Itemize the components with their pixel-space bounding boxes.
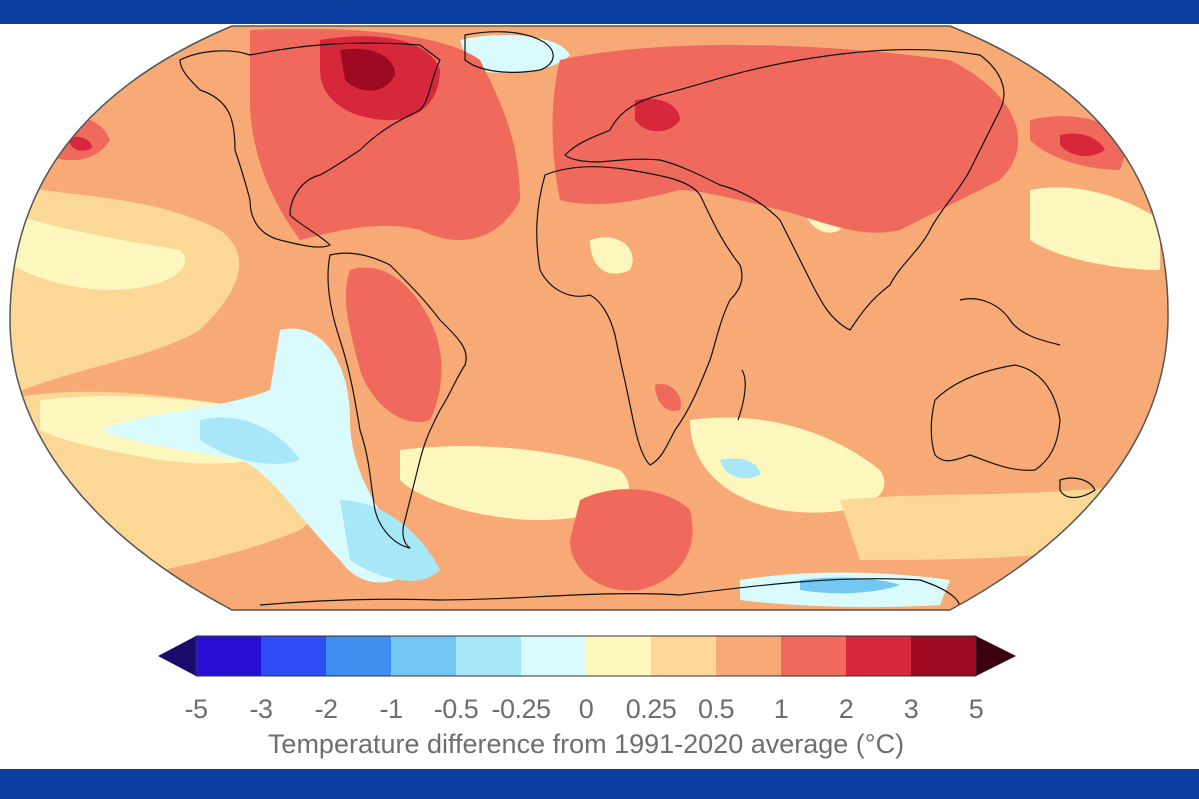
eurasia-coastline	[564, 48, 1005, 331]
south-atlantic-warm-zone	[570, 489, 693, 591]
colorbar-bin	[196, 636, 262, 676]
north-america-warm-zone	[250, 28, 520, 241]
colorbar-bin	[521, 636, 587, 676]
colorbar-bin	[911, 636, 977, 676]
colorbar-over-arrow	[976, 636, 1016, 676]
top-frame-band	[0, 0, 1199, 24]
antarctica-coastline	[259, 578, 961, 609]
colorbar-bin	[846, 636, 912, 676]
colorbar-bins	[196, 636, 977, 676]
drake-passage-blue-zone	[340, 500, 440, 581]
colorbar-tick-label: -0.5	[433, 694, 479, 724]
colorbar-tick-label: -1	[379, 694, 403, 724]
pacific-yellow-zone	[10, 210, 186, 290]
coastlines	[179, 31, 1096, 609]
antarctic-blue-zone	[800, 577, 900, 594]
colorbar-tick-label: 0.25	[625, 694, 677, 724]
southern-africa-warm-spot	[655, 384, 681, 411]
colorbar-tick-label: 2	[838, 694, 854, 724]
eastern-europe-hot-zone	[635, 98, 680, 132]
colorbar-tick-label: -0.25	[491, 694, 551, 724]
sahara-yellow-zone	[590, 237, 633, 274]
eurasia-warm-zone	[552, 45, 1019, 233]
new-zealand-coastline	[1059, 477, 1096, 499]
colorbar-title: Temperature difference from 1991-2020 av…	[267, 729, 905, 759]
australia-coastline	[930, 364, 1061, 471]
colorbar-bin	[261, 636, 327, 676]
north-pacific-hot-spot	[68, 136, 92, 151]
south-america-warm-zone	[345, 267, 442, 422]
colorbar-tick-label: 1	[773, 694, 789, 724]
colorbar-bin	[456, 636, 522, 676]
south-atlantic-yellow-zone	[400, 446, 629, 520]
northwest-pacific-hot-spot	[1060, 133, 1105, 157]
colorbar-tick-label: 5	[968, 694, 984, 724]
southeast-pacific-blue-zone	[200, 417, 300, 464]
south-indian-yellow-zone	[690, 417, 885, 513]
colorbar-bin	[326, 636, 392, 676]
colorbar-under-arrow	[158, 636, 196, 676]
colorbar-bin	[586, 636, 652, 676]
colorbar-tick-label: 0	[578, 694, 594, 724]
colorbar-tick-label: -3	[249, 694, 273, 724]
colorbar	[158, 635, 1016, 677]
colorbar-tick-label: -2	[314, 694, 338, 724]
greenland-cool-zone	[460, 35, 570, 73]
arctic-canada-extreme-zone	[340, 48, 395, 91]
south-america-coastline	[327, 252, 467, 549]
colorbar-bin	[391, 636, 457, 676]
world-anomaly-map	[9, 25, 1169, 611]
africa-coastline	[536, 166, 743, 466]
colorbar-tick-label: 3	[903, 694, 919, 724]
north-pacific-east-yellow	[1030, 187, 1160, 270]
colorbar-bin	[781, 636, 847, 676]
colorbar-bin	[651, 636, 717, 676]
colorbar-tick-label: 0.5	[697, 694, 735, 724]
map-outline	[9, 25, 1169, 611]
colorbar-border	[195, 635, 977, 677]
southeast-asia-islands-coastline	[959, 298, 1061, 346]
colorbar-tick-label: -5	[184, 694, 208, 724]
colorbar-bin	[716, 636, 782, 676]
north-america-coastline	[179, 42, 441, 248]
greenland-coastline	[464, 31, 554, 73]
madagascar-coastline	[737, 369, 746, 421]
anomaly-field	[10, 26, 1169, 610]
bottom-frame-band	[0, 769, 1199, 799]
south-indian-blue-spot	[720, 458, 760, 479]
